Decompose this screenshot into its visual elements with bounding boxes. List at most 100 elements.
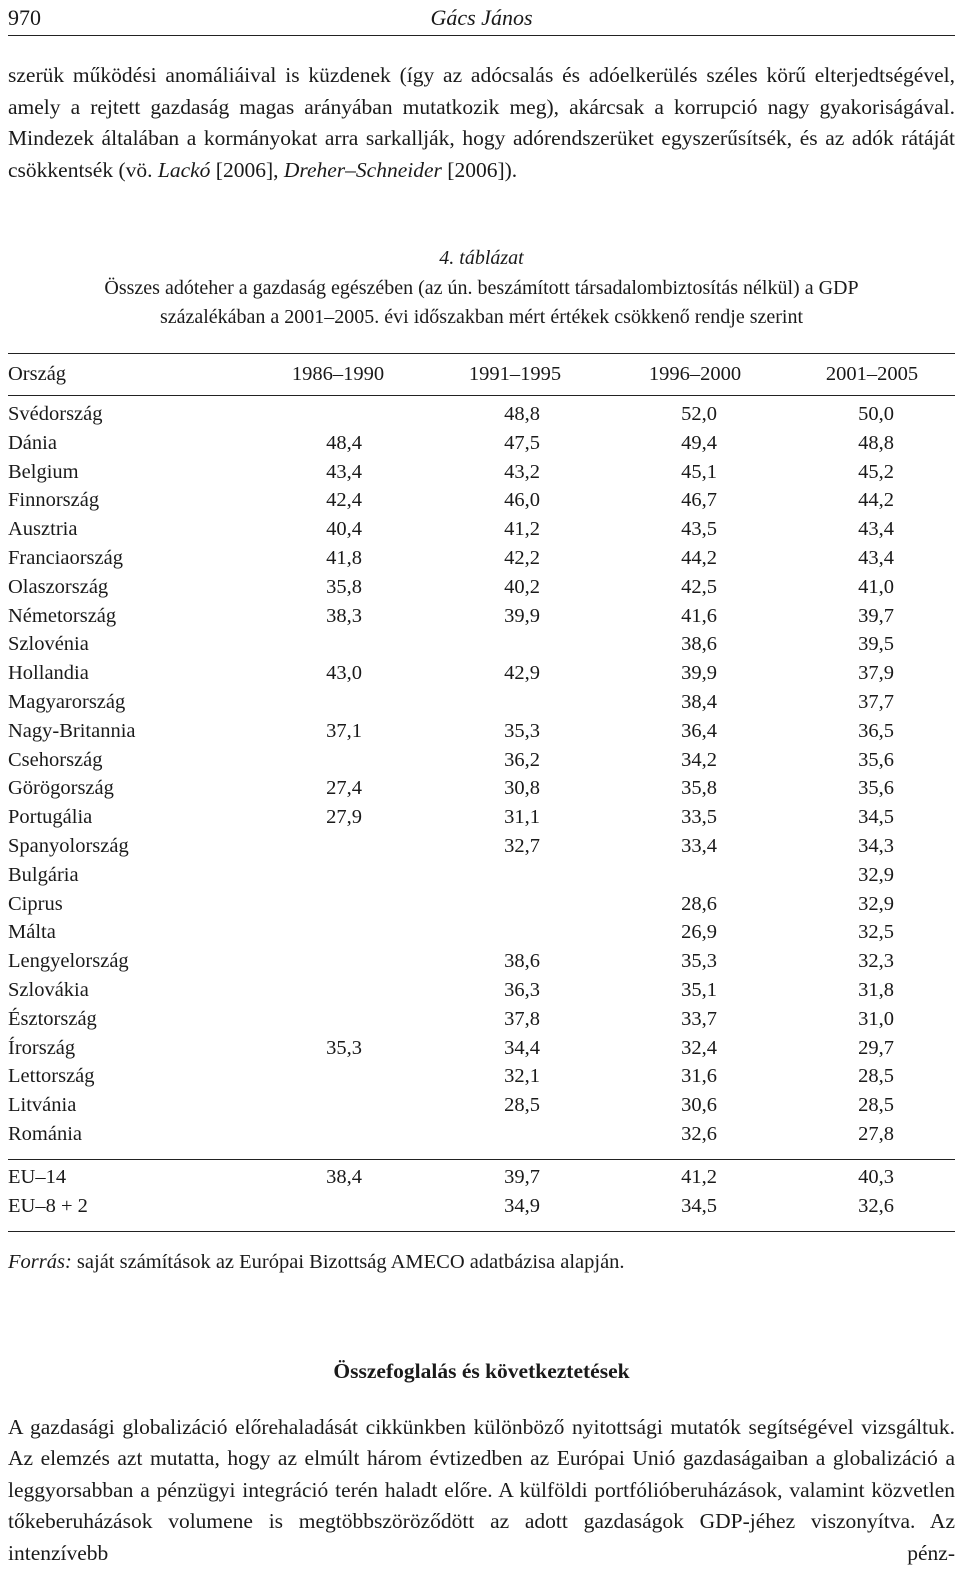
value-cell: 43,4 bbox=[858, 518, 894, 541]
table-row: Spanyolország 32,7 33,4 34,3 bbox=[8, 832, 955, 861]
header-1991-1995: 1991–1995 bbox=[468, 363, 562, 385]
value-cell: 48,8 bbox=[504, 403, 540, 425]
value-cell: 42,2 bbox=[504, 546, 540, 569]
value-cell: 35,3 bbox=[681, 950, 717, 973]
table-summary: EU–14 38,4 39,7 41,2 40,3 EU–8 + 2 34,9 34,5 32,… bbox=[8, 1163, 955, 1221]
value-cell: 32,4 bbox=[681, 1036, 717, 1059]
value-cell: 46,0 bbox=[504, 489, 540, 512]
intro-text-2: [2006], bbox=[210, 158, 284, 183]
value-cell: 31,8 bbox=[858, 978, 894, 1001]
country-cell: EU–14 bbox=[8, 1166, 67, 1188]
table-row: Hollandia 43,0 42,9 39,9 37,9 bbox=[8, 659, 955, 688]
intro-paragraph: szerük működési anomáliáival is küzdenek… bbox=[8, 60, 955, 187]
country-cell: Litvánia bbox=[8, 1094, 77, 1117]
value-cell: 52,0 bbox=[681, 403, 717, 425]
value-cell: 40,3 bbox=[858, 1166, 894, 1188]
value-cell: 48,4 bbox=[326, 431, 362, 454]
value-cell: 33,4 bbox=[681, 834, 717, 857]
value-cell: 32,5 bbox=[858, 921, 894, 944]
table-summary-rule bbox=[8, 1159, 955, 1160]
value-cell: 35,6 bbox=[858, 777, 894, 800]
value-cell: 41,2 bbox=[681, 1166, 717, 1188]
value-cell: 35,8 bbox=[681, 777, 717, 800]
intro-text-3: [2006]). bbox=[441, 158, 518, 183]
citation-lacko: Lackó bbox=[157, 158, 211, 183]
value-cell: 39,7 bbox=[504, 1166, 540, 1188]
value-cell: 39,9 bbox=[681, 662, 717, 685]
value-cell: 27,8 bbox=[858, 1122, 894, 1145]
country-cell: Bulgária bbox=[8, 863, 79, 886]
value-cell: 34,5 bbox=[858, 806, 894, 829]
value-cell: 48,8 bbox=[858, 431, 894, 454]
table-body: Svédország 48,8 52,0 50,0 Dánia 48,4 47,5 49,4 4… bbox=[8, 400, 955, 1149]
intro-text-1: szerük működési anomáliáival is küzdenek… bbox=[8, 63, 955, 183]
country-cell: Olaszország bbox=[8, 575, 109, 598]
running-head-author: Gács János bbox=[430, 5, 533, 30]
value-cell: 28,5 bbox=[504, 1094, 540, 1117]
value-cell: 30,6 bbox=[681, 1094, 717, 1117]
citation-dreher-schneider: Dreher–Schneider bbox=[283, 158, 442, 183]
table-row: Málta 26,9 32,5 bbox=[8, 918, 955, 947]
value-cell: 32,7 bbox=[504, 834, 540, 857]
table-row: Csehország 36,2 34,2 35,6 bbox=[8, 746, 955, 775]
table-header: Ország 1986–1990 1991–1995 1996–2000 200… bbox=[8, 359, 955, 389]
table-row: Franciaország 41,8 42,2 44,2 43,4 bbox=[8, 544, 955, 573]
value-cell: 32,9 bbox=[858, 863, 894, 886]
table-number: 4. táblázat bbox=[439, 247, 524, 269]
value-cell: 42,9 bbox=[504, 662, 540, 685]
value-cell: 35,1 bbox=[681, 978, 717, 1001]
table-row: Litvánia 28,5 30,6 28,5 bbox=[8, 1091, 955, 1120]
country-cell: Svédország bbox=[8, 403, 103, 425]
value-cell: 38,6 bbox=[504, 950, 540, 973]
table-row: Szlovákia 36,3 35,1 31,8 bbox=[8, 976, 955, 1005]
value-cell: 28,5 bbox=[858, 1094, 894, 1117]
value-cell: 35,3 bbox=[326, 1036, 362, 1059]
table-row: Finnország 42,4 46,0 46,7 44,2 bbox=[8, 486, 955, 515]
table-row: Svédország 48,8 52,0 50,0 bbox=[8, 400, 955, 429]
value-cell: 36,3 bbox=[504, 978, 540, 1001]
value-cell: 35,3 bbox=[504, 719, 540, 742]
value-cell: 36,5 bbox=[858, 719, 894, 742]
value-cell: 34,9 bbox=[504, 1194, 540, 1217]
table-header-rule bbox=[8, 395, 955, 396]
country-cell: Ausztria bbox=[8, 518, 78, 541]
value-cell: 28,5 bbox=[858, 1065, 894, 1088]
value-cell: 29,7 bbox=[858, 1036, 894, 1059]
section-heading: Összefoglalás és következtetések bbox=[333, 1359, 630, 1383]
country-cell: Hollandia bbox=[8, 662, 89, 685]
value-cell: 41,6 bbox=[681, 604, 717, 627]
value-cell: 38,4 bbox=[326, 1166, 362, 1188]
table-row: Németország 38,3 39,9 41,6 39,7 bbox=[8, 602, 955, 631]
value-cell: 32,6 bbox=[681, 1122, 717, 1145]
summary-row: EU–8 + 2 34,9 34,5 32,6 bbox=[8, 1192, 955, 1221]
value-cell: 42,4 bbox=[326, 489, 362, 512]
value-cell: 36,2 bbox=[504, 748, 540, 771]
value-cell: 38,6 bbox=[681, 633, 717, 656]
value-cell: 27,9 bbox=[326, 806, 362, 829]
value-cell: 38,4 bbox=[681, 690, 717, 713]
value-cell: 34,4 bbox=[504, 1036, 540, 1059]
value-cell: 32,1 bbox=[504, 1065, 540, 1088]
value-cell: 49,4 bbox=[681, 431, 717, 454]
header-2001-2005: 2001–2005 bbox=[825, 363, 919, 385]
table-row: Olaszország 35,8 40,2 42,5 41,0 bbox=[8, 573, 955, 602]
value-cell: 41,2 bbox=[504, 518, 540, 541]
country-cell: Nagy-Britannia bbox=[8, 719, 136, 742]
value-cell: 41,8 bbox=[326, 546, 362, 569]
country-cell: Finnország bbox=[8, 489, 100, 512]
country-cell: Spanyolország bbox=[8, 834, 129, 857]
value-cell: 40,2 bbox=[504, 575, 540, 598]
page-number: 970 bbox=[8, 5, 41, 30]
value-cell: 46,7 bbox=[681, 489, 717, 512]
value-cell: 43,4 bbox=[858, 546, 894, 569]
header-country: Ország bbox=[8, 363, 67, 385]
table-row: Ausztria 40,4 41,2 43,5 43,4 bbox=[8, 515, 955, 544]
country-cell: Lengyelország bbox=[8, 950, 129, 973]
country-cell: Görögország bbox=[8, 777, 114, 800]
table-row: Nagy-Britannia 37,1 35,3 36,4 36,5 bbox=[8, 717, 955, 746]
value-cell: 43,2 bbox=[504, 460, 540, 483]
value-cell: 32,3 bbox=[858, 950, 894, 973]
country-cell: Ciprus bbox=[8, 892, 63, 915]
value-cell: 34,2 bbox=[681, 748, 717, 771]
country-cell: Dánia bbox=[8, 431, 57, 454]
